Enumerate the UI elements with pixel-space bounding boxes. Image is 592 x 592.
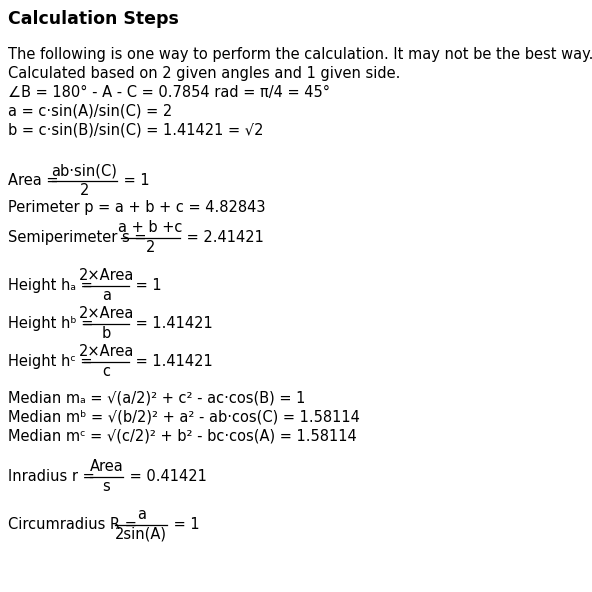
Text: Calculation Steps: Calculation Steps (8, 10, 179, 28)
Text: = 1: = 1 (169, 517, 200, 532)
Text: s: s (102, 479, 110, 494)
Text: = 0.41421: = 0.41421 (125, 469, 207, 484)
Text: Height hᶜ =: Height hᶜ = (8, 354, 97, 369)
Text: c: c (102, 364, 111, 379)
Text: Height hₐ =: Height hₐ = (8, 278, 97, 293)
Text: Circumradius R =: Circumradius R = (8, 517, 141, 532)
Text: Height hᵇ =: Height hᵇ = (8, 316, 98, 331)
Text: = 1.41421: = 1.41421 (131, 354, 213, 369)
Text: 2sin(A): 2sin(A) (115, 527, 167, 542)
Text: Semiperimeter s =: Semiperimeter s = (8, 230, 151, 245)
Text: 2×Area: 2×Area (79, 268, 134, 283)
Text: ∠B = 180° - A - C = 0.7854 rad = π/4 = 45°: ∠B = 180° - A - C = 0.7854 rad = π/4 = 4… (8, 85, 330, 99)
Text: Calculated based on 2 given angles and 1 given side.: Calculated based on 2 given angles and 1… (8, 66, 400, 81)
Text: a: a (137, 507, 146, 522)
Text: = 1.41421: = 1.41421 (131, 316, 213, 331)
Text: Inradius r =: Inradius r = (8, 469, 99, 484)
Text: Median mₐ = √(a/2)² + c² - ac·cos(B) = 1: Median mₐ = √(a/2)² + c² - ac·cos(B) = 1 (8, 391, 305, 406)
Text: b: b (102, 326, 111, 341)
Text: 2: 2 (146, 240, 155, 255)
Text: Median mᵇ = √(b/2)² + a² - ab·cos(C) = 1.58114: Median mᵇ = √(b/2)² + a² - ab·cos(C) = 1… (8, 410, 360, 424)
Text: 2×Area: 2×Area (79, 306, 134, 321)
Text: Median mᶜ = √(c/2)² + b² - bc·cos(A) = 1.58114: Median mᶜ = √(c/2)² + b² - bc·cos(A) = 1… (8, 429, 357, 443)
Text: a: a (102, 288, 111, 303)
Text: Perimeter p = a + b + c = 4.82843: Perimeter p = a + b + c = 4.82843 (8, 200, 265, 215)
Text: Area: Area (89, 459, 123, 474)
Text: 2: 2 (80, 183, 89, 198)
Text: a = c·sin(A)/sin(C) = 2: a = c·sin(A)/sin(C) = 2 (8, 104, 172, 118)
Text: ab·sin(C): ab·sin(C) (52, 163, 117, 178)
Text: = 1: = 1 (131, 278, 162, 293)
Text: The following is one way to perform the calculation. It may not be the best way.: The following is one way to perform the … (8, 47, 592, 62)
Text: b = c·sin(B)/sin(C) = 1.41421 = √2: b = c·sin(B)/sin(C) = 1.41421 = √2 (8, 123, 263, 137)
Text: = 2.41421: = 2.41421 (182, 230, 263, 245)
Text: 2×Area: 2×Area (79, 344, 134, 359)
Text: = 1: = 1 (119, 173, 149, 188)
Text: Area =: Area = (8, 173, 63, 188)
Text: a + b +c: a + b +c (118, 220, 183, 235)
